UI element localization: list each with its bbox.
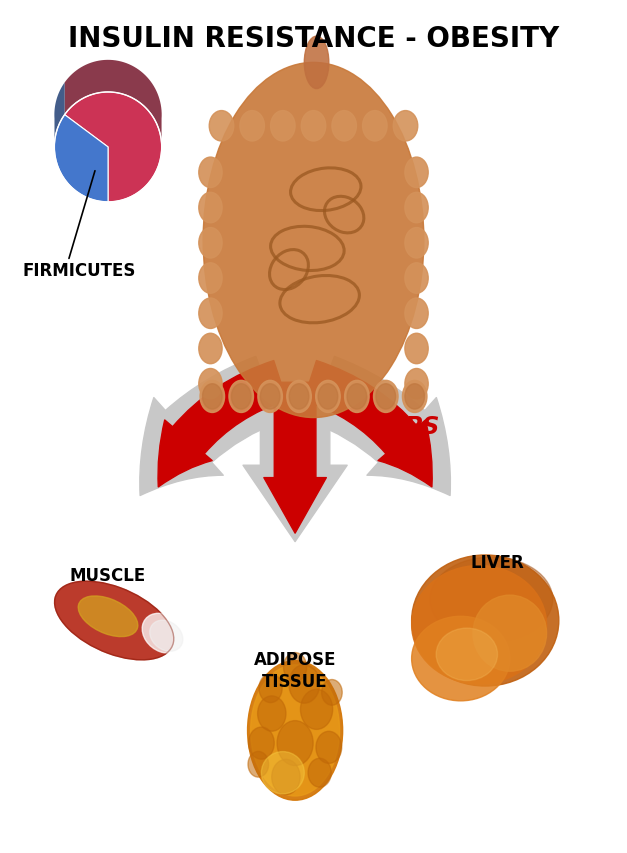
- Ellipse shape: [271, 759, 300, 795]
- Ellipse shape: [258, 696, 286, 731]
- Ellipse shape: [405, 264, 428, 294]
- Ellipse shape: [405, 334, 428, 364]
- Ellipse shape: [301, 112, 326, 142]
- Ellipse shape: [199, 229, 222, 258]
- Ellipse shape: [248, 751, 268, 777]
- Ellipse shape: [259, 674, 282, 703]
- Polygon shape: [55, 115, 108, 203]
- Ellipse shape: [248, 661, 342, 800]
- Ellipse shape: [318, 384, 338, 409]
- Ellipse shape: [473, 595, 547, 671]
- Ellipse shape: [300, 689, 333, 729]
- Ellipse shape: [277, 721, 313, 766]
- Ellipse shape: [322, 680, 342, 705]
- Ellipse shape: [251, 665, 340, 796]
- Ellipse shape: [412, 555, 559, 686]
- Ellipse shape: [199, 158, 222, 189]
- Polygon shape: [55, 84, 65, 152]
- Text: ADIPOSE
TISSUE: ADIPOSE TISSUE: [254, 650, 336, 690]
- Ellipse shape: [203, 63, 424, 418]
- Ellipse shape: [142, 613, 184, 653]
- Ellipse shape: [315, 381, 340, 413]
- Ellipse shape: [304, 37, 329, 90]
- Ellipse shape: [289, 384, 309, 409]
- Ellipse shape: [405, 299, 428, 329]
- Ellipse shape: [248, 728, 274, 759]
- Ellipse shape: [200, 381, 224, 413]
- Ellipse shape: [345, 381, 369, 413]
- Ellipse shape: [374, 381, 398, 413]
- Ellipse shape: [430, 557, 553, 642]
- Ellipse shape: [316, 731, 342, 763]
- Ellipse shape: [199, 193, 222, 223]
- Ellipse shape: [203, 384, 222, 409]
- Ellipse shape: [199, 264, 222, 294]
- Ellipse shape: [405, 369, 428, 399]
- Text: FIRMICUTES: FIRMICUTES: [22, 262, 135, 280]
- Ellipse shape: [228, 304, 362, 405]
- Text: LPS: LPS: [390, 415, 440, 438]
- Ellipse shape: [287, 381, 312, 413]
- Ellipse shape: [436, 629, 497, 681]
- Ellipse shape: [362, 112, 387, 142]
- Ellipse shape: [289, 664, 320, 704]
- Ellipse shape: [308, 758, 331, 787]
- Text: INSULIN RESISTANCE - OBESITY: INSULIN RESISTANCE - OBESITY: [68, 26, 559, 53]
- Ellipse shape: [405, 158, 428, 189]
- Text: MUSCLE: MUSCLE: [70, 566, 146, 583]
- Polygon shape: [65, 61, 162, 152]
- Ellipse shape: [403, 381, 427, 413]
- Ellipse shape: [412, 617, 510, 701]
- Ellipse shape: [412, 566, 547, 684]
- Ellipse shape: [283, 653, 307, 682]
- Ellipse shape: [199, 334, 222, 364]
- Ellipse shape: [260, 384, 280, 409]
- Ellipse shape: [209, 112, 234, 142]
- Ellipse shape: [261, 751, 304, 794]
- Ellipse shape: [405, 229, 428, 258]
- Ellipse shape: [199, 369, 222, 399]
- Ellipse shape: [240, 112, 265, 142]
- Text: LIVER: LIVER: [471, 554, 524, 572]
- Ellipse shape: [332, 112, 356, 142]
- Polygon shape: [65, 93, 162, 203]
- Ellipse shape: [405, 384, 424, 409]
- Ellipse shape: [150, 620, 183, 652]
- Ellipse shape: [55, 582, 174, 660]
- Ellipse shape: [229, 381, 253, 413]
- Ellipse shape: [271, 112, 295, 142]
- Ellipse shape: [376, 384, 396, 409]
- Ellipse shape: [393, 112, 418, 142]
- Ellipse shape: [231, 384, 251, 409]
- Ellipse shape: [78, 596, 138, 637]
- Ellipse shape: [199, 299, 222, 329]
- Ellipse shape: [258, 381, 282, 413]
- Ellipse shape: [405, 193, 428, 223]
- Ellipse shape: [347, 384, 367, 409]
